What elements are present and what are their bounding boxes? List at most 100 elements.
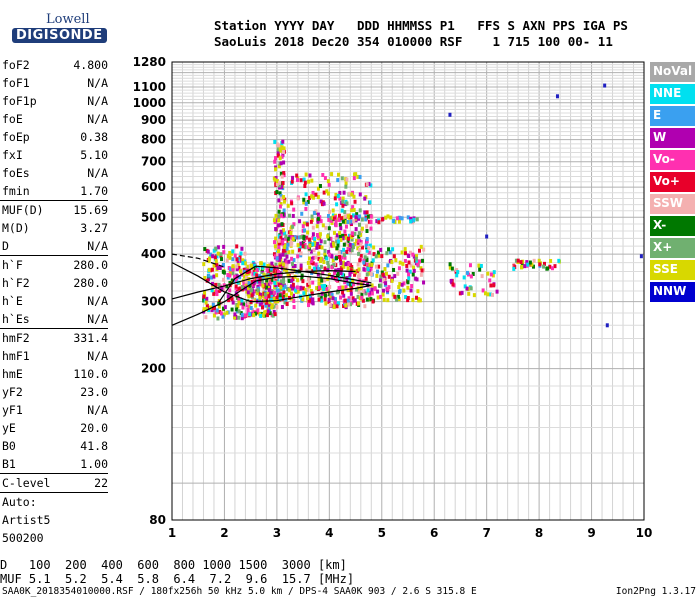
echo-point [338,258,342,263]
echo-point [290,261,294,266]
echo-point [241,261,245,266]
echo-point [235,257,239,262]
echo-point [335,202,339,207]
param-name: MUF(D) [2,203,44,217]
echo-point [357,251,361,256]
echo-point [273,273,277,278]
echo-point [350,192,354,197]
echo-point [531,264,535,269]
param-row: h`Es N/A [0,310,112,328]
muf-value: 5.2 [50,572,87,586]
echo-point [321,172,325,177]
echo-point [365,224,369,229]
echo-point [231,267,235,272]
echo-point [282,247,286,252]
echo-point [390,259,394,264]
echo-point [382,297,386,302]
echo-point [356,174,360,179]
echo-point [205,303,209,308]
echo-point [468,263,472,268]
echo-point [256,288,260,293]
echo-point [292,286,296,291]
echo-point [252,268,256,273]
param-row: hmF2 331.4 [0,329,112,347]
echo-point [349,215,353,220]
param-row: foF1p N/A [0,92,112,110]
echo-point [311,232,315,237]
echo-point [280,185,284,190]
echo-point [325,286,329,291]
param-name: hmF1 [2,349,30,363]
echo-point [332,263,336,268]
echo-point [235,244,239,249]
echo-point [310,194,314,199]
echo-point [332,243,336,248]
echo-point [306,282,310,287]
echo-point [397,215,401,220]
echo-point [358,192,362,197]
echo-point [386,263,390,268]
echo-point [491,273,495,278]
echo-point [204,315,208,320]
echo-point [322,190,326,195]
echo-point [363,304,367,309]
echo-point [246,301,250,306]
echo-point [222,287,226,292]
echo-point [360,292,364,297]
echo-point [251,272,255,277]
echo-point [276,299,280,304]
echo-point [397,297,401,302]
echo-point [391,292,395,297]
echo-point [212,313,216,318]
echo-point [357,234,361,239]
echo-point [259,292,263,297]
param-value: N/A [87,76,108,90]
distance-value: 100 [7,558,51,572]
echo-point [238,286,242,291]
echo-point [365,297,369,302]
echo-point [326,191,330,196]
echo-point [230,307,234,312]
echo-point [222,283,226,288]
echo-point [325,189,329,194]
echo-point [282,290,286,295]
echo-point [330,254,334,259]
echo-point [278,296,282,301]
echo-point [278,255,282,260]
echo-point [340,208,344,213]
echo-point [246,290,250,295]
echo-point [311,301,315,306]
echo-point [216,245,220,250]
echo-point [280,305,284,310]
echo-point [255,310,259,315]
echo-point [213,306,217,311]
echo-point [450,266,454,271]
echo-point [243,313,247,318]
echo-point [298,245,302,250]
echo-point [349,279,353,284]
echo-point [229,267,233,272]
polarization-legend: NoVal NNE E W Vo- Vo+ SSW X- X+ SSE NNW [650,62,695,304]
echo-point [313,236,317,241]
echo-point [274,156,278,161]
echo-point [526,262,530,267]
param-name: foEp [2,130,30,144]
file-info-footer: SAA0K_2018354010000.RSF / 180fx256h 50 k… [2,586,477,597]
echo-point [243,269,247,274]
echo-point [281,286,285,291]
echo-point [396,294,400,299]
echo-point [272,218,276,223]
echo-point [225,284,229,289]
param-row: D N/A [0,237,112,255]
echo-point [343,214,347,219]
echo-point [258,295,262,300]
echo-point [360,286,364,291]
echo-point [356,246,360,251]
echo-point [255,291,259,296]
echo-point [270,303,274,308]
echo-point [300,276,304,281]
echo-point [301,286,305,291]
echo-point [252,310,256,315]
echo-point [214,259,218,264]
echo-point [337,239,341,244]
